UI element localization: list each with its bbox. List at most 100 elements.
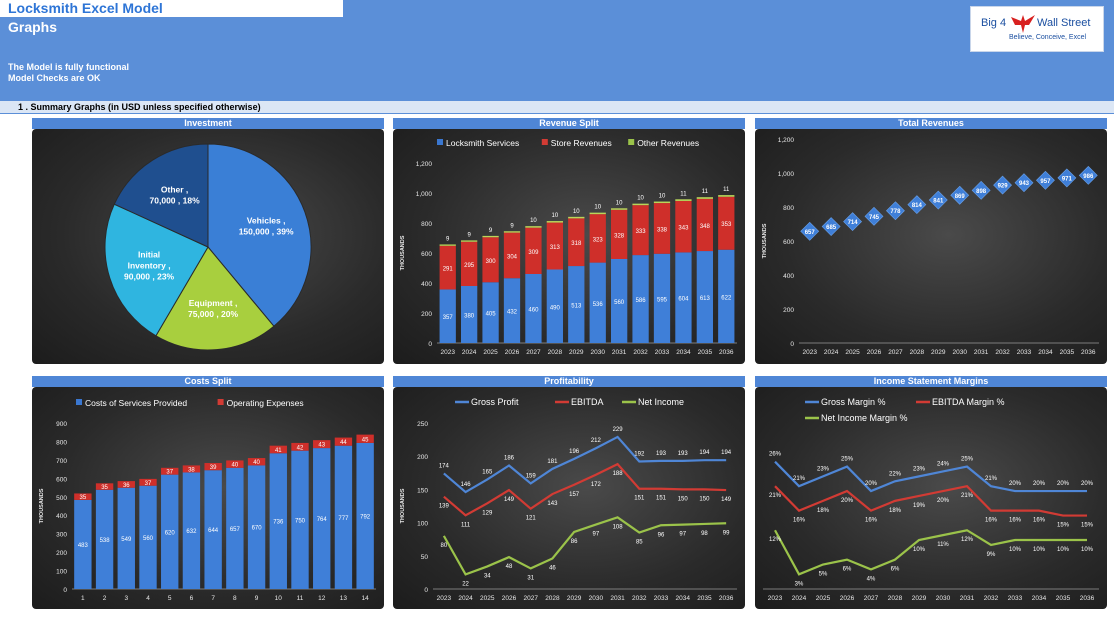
- bar-value-label: 513: [571, 304, 582, 310]
- costs-split-chart[interactable]: 0 100 200 300 400 500 600 700 800 900 THOUSANDS 1 2 3…: [32, 387, 384, 609]
- y-tick-label: 100: [417, 521, 428, 528]
- line-value-label: 151: [656, 496, 667, 502]
- x-tick-label: 2028: [888, 595, 903, 602]
- bar-value-label: 40: [253, 460, 260, 466]
- revenue-bar-segment: [503, 232, 521, 279]
- x-tick-label: 9: [255, 595, 259, 602]
- legend-label: Costs of Services Provided: [85, 398, 187, 408]
- revenue-bar-segment: [675, 252, 692, 343]
- bar-value-label: 9: [510, 223, 514, 229]
- bar-value-label: 313: [550, 245, 561, 251]
- line-value-label: 26%: [769, 452, 782, 458]
- cost-bar-segment: [313, 440, 331, 449]
- revenue-bar-segment: [525, 226, 542, 228]
- line-value-label: 150: [699, 496, 710, 502]
- bar-value-label: 632: [186, 529, 197, 535]
- model-status-text: The Model is fully functional: [8, 62, 130, 72]
- cost-bar-segment: [226, 467, 244, 589]
- line-value-label: 165: [482, 469, 493, 475]
- pie-slice-label: Other , 70,000 , 18%: [150, 185, 201, 206]
- x-tick-label: 5: [168, 595, 172, 602]
- bar-value-label: 333: [636, 229, 647, 235]
- x-tick-label: 14: [362, 595, 370, 602]
- revenue-point: [1036, 170, 1055, 190]
- bar-value-label: 764: [317, 517, 328, 523]
- x-tick-label: 12: [318, 595, 326, 602]
- point-value-label: 869: [955, 194, 966, 200]
- line-value-label: 139: [439, 504, 450, 510]
- revenue-split-chart[interactable]: 0 200 400 600 800 1,000 1,200 THOUSANDS 2023 2024…: [393, 129, 745, 364]
- x-tick-label: 13: [340, 595, 348, 602]
- revenue-point: [821, 217, 841, 236]
- line-value-label: 157: [569, 492, 580, 498]
- x-tick-label: 2033: [655, 349, 670, 356]
- revenue-bar-segment: [611, 208, 628, 210]
- point-value-label: 986: [1083, 174, 1094, 180]
- bar-value-label: 43: [318, 443, 325, 449]
- company-logo[interactable]: Big 4 Wall Street Believe, Conceive, Exc…: [970, 6, 1104, 52]
- total-revenues-chart-title: Total Revenues: [755, 118, 1107, 129]
- cost-bar-segment: [95, 489, 114, 589]
- x-tick-label: 2027: [523, 595, 538, 602]
- cost-bar-segment: [204, 470, 222, 589]
- x-tick-label: 2036: [719, 349, 734, 356]
- revenue-point: [843, 212, 862, 232]
- pie-slice: [113, 143, 209, 248]
- line-value-label: 194: [721, 450, 732, 456]
- x-tick-label: 2024: [824, 349, 839, 356]
- cost-bar-segment: [247, 465, 266, 589]
- line-value-label: 23%: [817, 466, 830, 472]
- point-value-label: 971: [1062, 176, 1073, 182]
- line-value-label: 10%: [913, 547, 926, 553]
- revenue-bar-segment: [611, 209, 628, 259]
- x-tick-label: 2025: [483, 349, 498, 356]
- investment-chart[interactable]: Vehicles , 150,000 , 39% Equipment , 75,000…: [32, 129, 384, 364]
- y-tick-label: 400: [421, 281, 432, 288]
- cost-bar-segment: [117, 481, 135, 488]
- y-tick-label: 0: [63, 587, 67, 594]
- x-tick-label: 2031: [960, 595, 975, 602]
- bar-value-label: 538: [100, 538, 111, 544]
- bar-value-label: 39: [210, 465, 217, 471]
- x-tick-label: 2032: [984, 595, 999, 602]
- bar-value-label: 736: [273, 520, 284, 526]
- bar-value-label: 460: [528, 308, 539, 314]
- bar-value-label: 560: [614, 300, 625, 306]
- line-value-label: 34: [484, 573, 491, 579]
- cost-bar-segment: [356, 434, 374, 443]
- x-tick-label: 2025: [845, 349, 860, 356]
- revenue-point: [993, 175, 1012, 195]
- revenue-bar-segment: [632, 203, 649, 206]
- x-tick-label: 2034: [1038, 349, 1053, 356]
- revenue-bar-segment: [696, 198, 713, 252]
- line-value-label: 196: [569, 449, 580, 455]
- y-tick-label: 150: [417, 487, 428, 494]
- x-tick-label: 2027: [864, 595, 879, 602]
- line-value-label: 10%: [1009, 547, 1022, 553]
- series-line: [443, 435, 727, 494]
- x-tick-label: 2035: [698, 349, 713, 356]
- y-tick-label: 1,000: [778, 171, 795, 178]
- x-tick-label: 6: [190, 595, 194, 602]
- point-value-label: 714: [848, 220, 859, 226]
- profitability-chart[interactable]: 0 50 100 150 200 250 THOUSANDS 2023 2024 2025 2026…: [393, 387, 745, 609]
- margins-chart[interactable]: 2023 2024 2025 2026 2027 2028 2029 2030 2031 2032…: [755, 387, 1107, 609]
- total-revenues-chart[interactable]: 0 200 400 600 800 1,000 1,200 THOUSANDS 2023 2024…: [755, 129, 1107, 364]
- y-tick-label: 50: [421, 554, 429, 561]
- revenue-bar-segment: [653, 201, 671, 204]
- model-header: Locksmith Excel Model Graphs The Model i…: [0, 0, 1114, 100]
- line-value-label: 23%: [913, 466, 926, 472]
- bar-value-label: 38: [188, 467, 195, 473]
- line-value-label: 193: [656, 451, 667, 457]
- bar-value-label: 343: [678, 226, 689, 232]
- revenue-bar-segment: [439, 244, 456, 246]
- y-tick-label: 600: [421, 251, 432, 258]
- cost-bar-segment: [247, 458, 266, 466]
- x-tick-label: 2025: [480, 595, 495, 602]
- legend-label: Other Revenues: [637, 138, 699, 148]
- bar-value-label: 318: [571, 241, 582, 247]
- y-tick-label: 100: [56, 569, 67, 576]
- cost-bar-segment: [161, 467, 179, 475]
- line-value-label: 192: [634, 452, 645, 458]
- bar-value-label: 620: [165, 530, 176, 536]
